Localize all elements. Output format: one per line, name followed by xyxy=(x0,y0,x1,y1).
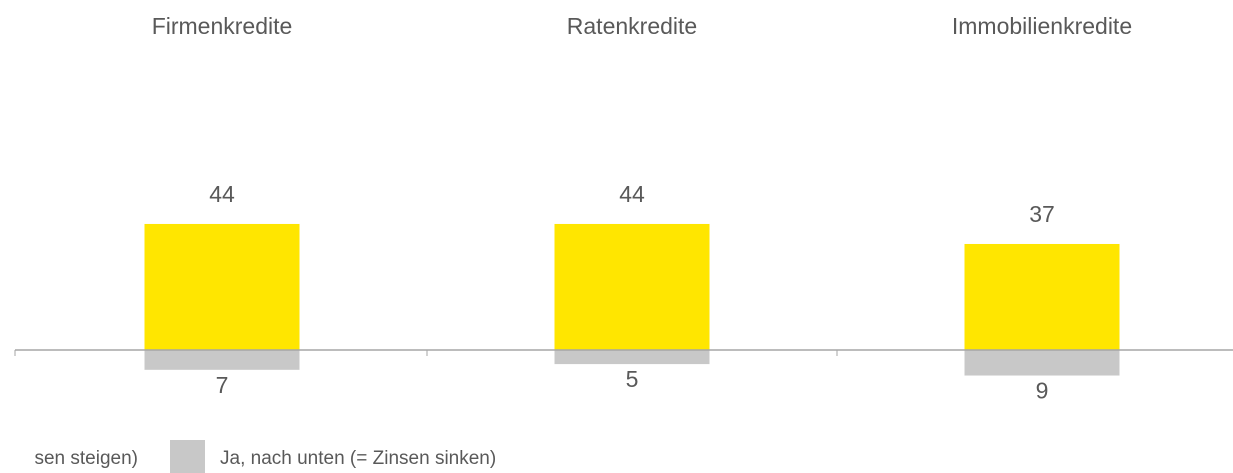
bar xyxy=(964,349,1120,376)
data-label: 44 xyxy=(209,181,235,207)
data-label: 5 xyxy=(626,366,639,392)
legend-label: sen steigen) xyxy=(34,448,138,469)
legend-label: Ja, nach unten (= Zinsen sinken) xyxy=(220,448,496,469)
bar xyxy=(144,349,300,370)
data-label: 7 xyxy=(216,372,229,398)
category-label: Ratenkredite xyxy=(567,13,697,39)
data-label: 9 xyxy=(1036,378,1049,404)
category-label: Immobilienkredite xyxy=(952,13,1132,39)
data-label: 37 xyxy=(1029,201,1055,227)
bar xyxy=(554,349,710,365)
data-label: 44 xyxy=(619,181,645,207)
legend-swatch xyxy=(170,440,205,473)
bar xyxy=(964,243,1120,350)
bar xyxy=(144,223,300,350)
bar xyxy=(554,223,710,350)
category-label: Firmenkredite xyxy=(152,13,293,39)
category-axis xyxy=(14,349,1233,356)
